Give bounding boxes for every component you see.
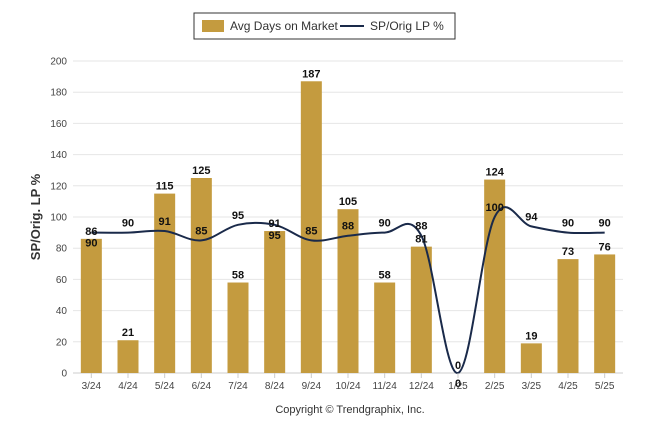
line-value-label: 88	[342, 221, 354, 233]
legend-bar-swatch	[202, 20, 224, 32]
bar	[557, 259, 579, 373]
line-value-label: 85	[305, 225, 317, 237]
line-value-label: 94	[525, 211, 538, 223]
x-tick-label: 3/25	[522, 381, 542, 392]
x-tick-label: 1/25	[448, 381, 468, 392]
bar-value-label: 19	[525, 330, 537, 342]
x-tick-label: 5/25	[595, 381, 615, 392]
x-tick-label: 2/25	[485, 381, 505, 392]
bar-value-label: 76	[599, 241, 611, 253]
bar-value-label: 0	[455, 360, 461, 372]
y-tick-label: 200	[50, 57, 67, 68]
line-value-label: 90	[85, 238, 97, 250]
x-tick-label: 8/24	[265, 381, 285, 392]
y-tick-label: 120	[50, 181, 67, 192]
bar	[154, 193, 176, 373]
ticks: 0 20 40 60 80 100 120 140 160 180 200 3/24 4/24 5/24 6…	[50, 57, 615, 393]
bar	[484, 179, 506, 373]
line-series	[91, 206, 605, 375]
line-value-label: 91	[159, 216, 171, 228]
y-tick-label: 160	[50, 119, 67, 130]
y-tick-label: 80	[56, 244, 68, 255]
copyright-footer: Copyright © Trendgraphix, Inc.	[275, 404, 424, 416]
y-tick-label: 20	[56, 337, 68, 348]
x-tick-label: 9/24	[302, 381, 322, 392]
x-tick-label: 4/25	[558, 381, 578, 392]
bar	[227, 282, 249, 373]
bar-value-label: 125	[192, 165, 210, 177]
bar-value-label: 86	[85, 226, 97, 238]
legend-bar-label: Avg Days on Market	[230, 19, 338, 33]
bar	[80, 238, 102, 373]
line-value-label: 88	[415, 221, 427, 233]
bar-value-label: 105	[339, 196, 357, 208]
x-tick-label: 10/24	[335, 381, 360, 392]
x-tick-label: 4/24	[118, 381, 138, 392]
bar	[520, 343, 542, 373]
x-tick-label: 6/24	[192, 381, 212, 392]
y-tick-label: 0	[61, 369, 67, 380]
bar-value-label: 21	[122, 327, 134, 339]
x-tick-label: 7/24	[228, 381, 248, 392]
bar-value-label: 58	[232, 270, 244, 282]
line-value-label: 90	[122, 218, 134, 230]
y-axis-label: SP/Orig. LP %	[28, 173, 43, 260]
y-tick-label: 100	[50, 213, 67, 224]
y-tick-label: 180	[50, 88, 67, 99]
legend-line-label: SP/Orig LP %	[370, 19, 444, 33]
bar	[300, 81, 322, 373]
x-tick-label: 11/24	[373, 381, 398, 392]
line-value-label: 85	[195, 225, 207, 237]
y-tick-label: 140	[50, 150, 67, 161]
line-value-label: 90	[562, 218, 574, 230]
x-tick-label: 5/24	[155, 381, 175, 392]
line-value-label: 0	[455, 378, 461, 390]
x-tick-label: 12/24	[409, 381, 434, 392]
legend: Avg Days on Market SP/Orig LP %	[193, 12, 456, 40]
line-value-label: 90	[379, 218, 391, 230]
bar	[264, 231, 286, 373]
line-value-label: 95	[269, 230, 281, 242]
bar-value-label: 73	[562, 246, 574, 258]
bar	[374, 282, 396, 373]
bar-value-label: 187	[302, 68, 320, 80]
bar	[410, 246, 432, 373]
line-value-label: 100	[485, 202, 503, 214]
bar-value-label: 81	[415, 234, 427, 246]
x-tick-label: 3/24	[82, 381, 102, 392]
y-tick-label: 40	[56, 306, 68, 317]
bar	[117, 340, 139, 373]
bar-value-label: 91	[269, 218, 281, 230]
bar-value-label: 124	[485, 167, 504, 179]
bars	[80, 81, 616, 373]
data-labels: 8690219011591125855895919518785105885890…	[85, 68, 611, 390]
bar	[190, 178, 212, 373]
bar-value-label: 58	[379, 270, 391, 282]
y-tick-label: 60	[56, 275, 68, 286]
bar	[594, 254, 616, 373]
legend-box	[193, 12, 456, 40]
line-value-label: 90	[599, 218, 611, 230]
line-value-label: 95	[232, 210, 244, 222]
bar-value-label: 115	[156, 181, 174, 193]
sp-orig-lp-line	[91, 206, 605, 375]
bar	[337, 209, 359, 373]
